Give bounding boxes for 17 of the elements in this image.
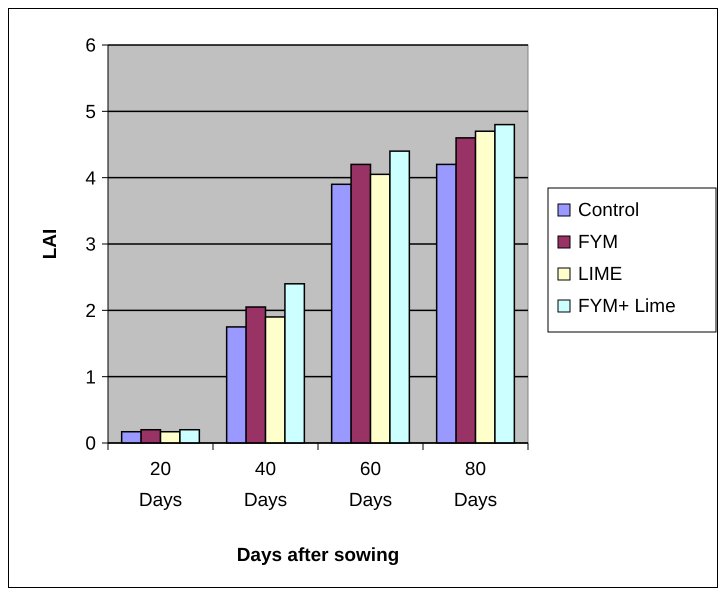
y-tick-label: 3 — [85, 234, 96, 256]
x-tick-label: 80 Days — [454, 459, 498, 511]
legend-label: LIME — [578, 264, 622, 285]
x-tick-label: 40 Days — [244, 459, 288, 511]
x-tick-label: 20 Days — [138, 459, 182, 511]
legend-label: FYM+ Lime — [578, 296, 676, 317]
y-tick-label: 4 — [85, 168, 96, 190]
y-tick-label: 1 — [85, 367, 96, 388]
legend-label: FYM — [578, 232, 618, 253]
x-tick-label: 60 Days — [348, 459, 392, 511]
y-tick-label: 6 — [85, 36, 96, 57]
legend-label: Control — [578, 200, 640, 221]
x-axis-title: Days after sowing — [236, 545, 400, 566]
y-tick-label: 2 — [85, 300, 96, 322]
y-tick-label: 0 — [85, 434, 96, 455]
y-tick-label: 5 — [85, 102, 96, 123]
y-axis-title: LAI — [40, 228, 61, 260]
